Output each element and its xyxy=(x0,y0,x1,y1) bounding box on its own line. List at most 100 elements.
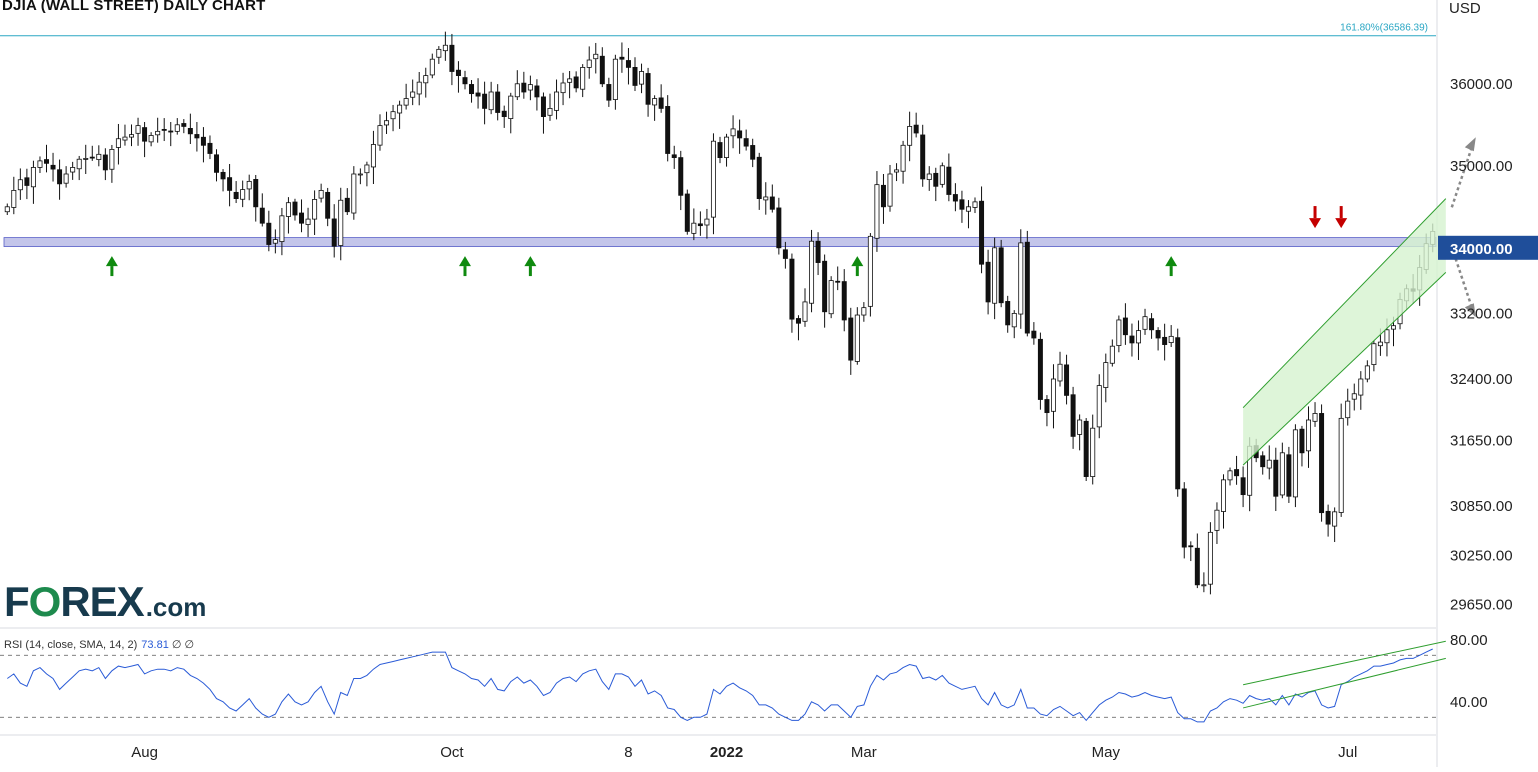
candle-body xyxy=(207,142,213,154)
candle-body xyxy=(704,218,710,226)
candle-body xyxy=(1391,325,1396,330)
candle-body xyxy=(972,201,978,208)
candle-body xyxy=(933,172,939,187)
candle-body xyxy=(606,84,612,101)
candle-body xyxy=(573,76,579,89)
candle-body xyxy=(1149,318,1155,331)
candle-body xyxy=(567,78,573,83)
support-zone xyxy=(3,237,1437,247)
candle-body xyxy=(115,138,121,148)
candle-body xyxy=(867,235,873,307)
candle-body xyxy=(1031,330,1037,339)
candle-body xyxy=(1024,241,1030,334)
candle-body xyxy=(357,173,363,176)
candle-body xyxy=(174,124,180,132)
candle-body xyxy=(57,169,63,185)
candle-body xyxy=(612,58,618,100)
candle-body xyxy=(181,123,187,127)
candle-body xyxy=(462,77,468,85)
candle-body xyxy=(331,218,337,247)
candle-body xyxy=(488,91,494,111)
price-axis-label: 36000.00 xyxy=(1450,76,1513,93)
forecast-up-arrow-head xyxy=(1464,137,1476,152)
current-price-tag xyxy=(1438,235,1538,260)
candle-body xyxy=(580,67,586,90)
candle-body xyxy=(305,218,311,225)
candle-body xyxy=(691,222,697,234)
support-bounce-arrow-head xyxy=(458,256,471,267)
candle-body xyxy=(1371,343,1377,365)
candle-body xyxy=(678,157,684,196)
candle-body xyxy=(1319,413,1325,514)
candle-body xyxy=(959,199,965,210)
candle-body xyxy=(1332,511,1338,527)
candle-body xyxy=(1279,452,1285,496)
candle-body xyxy=(880,184,886,208)
candle-body xyxy=(397,104,403,114)
support-bounce-arrow-head xyxy=(524,256,537,267)
candle-body xyxy=(946,166,952,195)
candle-body xyxy=(1037,338,1043,400)
candle-body xyxy=(1083,420,1089,477)
rsi-line xyxy=(7,648,1433,723)
candle-body xyxy=(756,156,762,200)
support-bounce-arrow-shaft xyxy=(855,266,859,277)
candle-body xyxy=(24,177,30,186)
candle-body xyxy=(848,317,854,361)
candle-body xyxy=(1234,469,1240,477)
forecast-up-arrow-line xyxy=(1450,146,1473,208)
candle-body xyxy=(743,138,749,147)
candle-body xyxy=(1109,345,1115,364)
candle-body xyxy=(1162,336,1168,345)
candle-body xyxy=(1240,477,1246,496)
price-axis-label: 33200.00 xyxy=(1450,305,1513,322)
candle-body xyxy=(979,200,985,265)
price-channel-upper xyxy=(1242,198,1447,409)
time-axis-label: May xyxy=(1092,744,1121,761)
candle-body xyxy=(671,154,677,158)
candle-body xyxy=(599,55,605,85)
time-axis-label: Oct xyxy=(440,744,464,761)
candle-body xyxy=(645,73,651,105)
candle-body xyxy=(135,125,141,134)
rsi-legend-label: RSI (14, close, SMA, 14, 2) xyxy=(4,639,138,651)
candle-body xyxy=(390,111,396,120)
candle-body xyxy=(312,199,318,220)
candle-body xyxy=(109,148,115,170)
candle-body xyxy=(920,134,926,180)
candle-body xyxy=(625,60,631,68)
candle-body xyxy=(155,130,161,136)
candle-body xyxy=(1351,393,1357,400)
candle-body xyxy=(1207,531,1213,585)
candle-body xyxy=(161,128,167,131)
candle-body xyxy=(455,69,461,77)
candle-body xyxy=(835,280,841,283)
candle-body xyxy=(730,128,736,137)
candle-body xyxy=(89,156,95,159)
candle-body xyxy=(1057,363,1063,382)
candle-body xyxy=(1220,479,1226,512)
candle-body xyxy=(30,167,36,188)
candle-body xyxy=(632,67,638,86)
candle-body xyxy=(1122,317,1128,336)
candle-body xyxy=(253,179,259,208)
candle-body xyxy=(1286,454,1292,497)
candle-body xyxy=(495,91,501,113)
candle-body xyxy=(351,173,357,214)
candle-body xyxy=(259,207,265,224)
candle-body xyxy=(292,201,298,216)
candle-body xyxy=(1194,547,1200,586)
candle-body xyxy=(364,164,370,174)
candle-body xyxy=(285,202,291,217)
candle-body xyxy=(70,167,76,173)
resistance-reject-arrow-head xyxy=(1335,218,1348,229)
candle-body xyxy=(214,154,220,173)
candle-body xyxy=(534,85,540,98)
candle-body xyxy=(142,127,148,142)
support-bounce-arrow-head xyxy=(105,256,118,267)
candle-body xyxy=(652,98,658,106)
candle-body xyxy=(1175,337,1181,490)
candle-body xyxy=(384,120,390,126)
logo-rex: REX xyxy=(60,578,144,625)
